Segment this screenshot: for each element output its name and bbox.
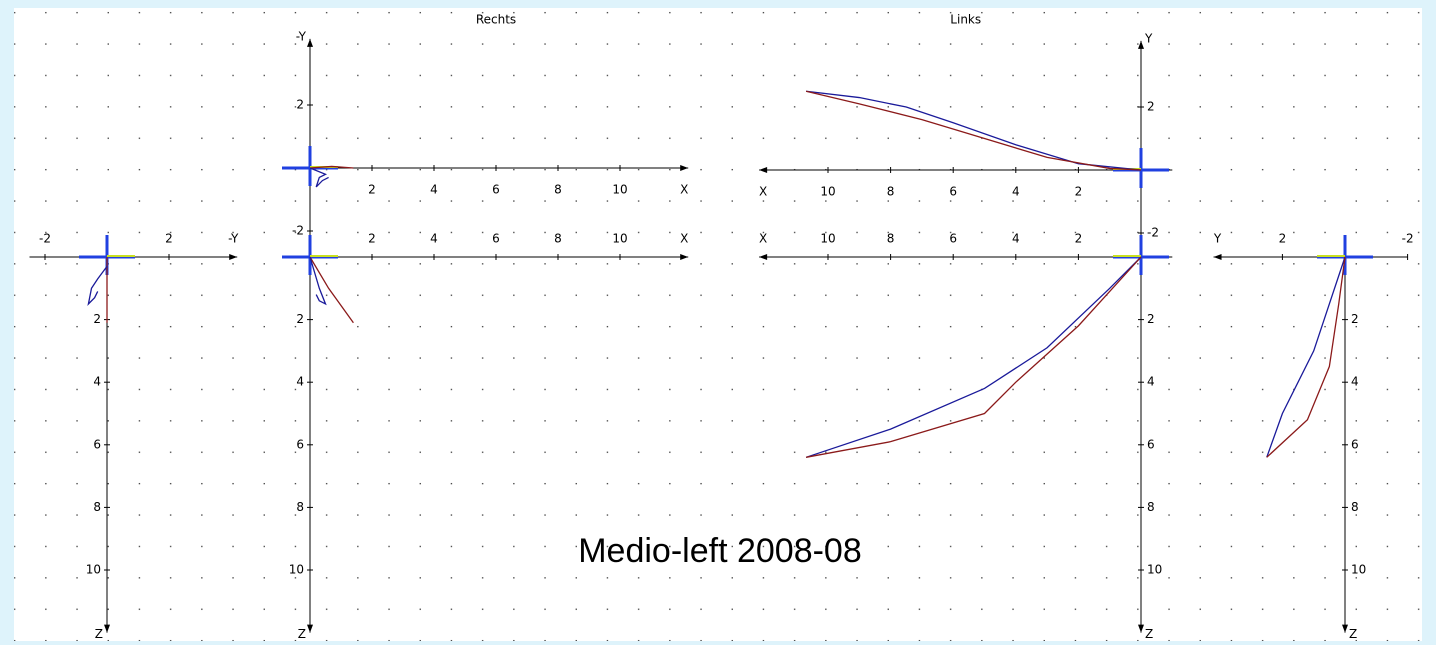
curve [309, 256, 354, 324]
x-axis-label: X [680, 183, 688, 197]
panel-title: Links [950, 13, 981, 27]
x-tick-label: -2 [39, 232, 51, 246]
x-tick-label: -2 [1402, 232, 1414, 246]
y-tick-label: 10 [1147, 563, 1162, 577]
x-tick-label: 6 [949, 185, 957, 199]
y-tick-label: -2 [1147, 226, 1159, 240]
y-tick-label: 4 [296, 375, 304, 389]
y-tick-label: 4 [93, 375, 101, 389]
x-tick-label: 8 [554, 183, 562, 197]
y-arrow [1342, 624, 1348, 633]
x-arrow [1213, 254, 1222, 260]
y-tick-label: 2 [296, 98, 304, 112]
curve [309, 256, 327, 306]
x-tick-label: 8 [554, 232, 562, 246]
curve [309, 165, 354, 169]
y-axis-label: -Y [296, 29, 307, 43]
x-arrow [759, 167, 768, 173]
x-tick-label: 2 [165, 232, 173, 246]
y-tick-label: 8 [1147, 500, 1155, 514]
y-axis-label: Y [1144, 31, 1153, 45]
x-arrow [680, 165, 689, 171]
y-tick-label: 4 [1351, 375, 1359, 389]
caption: Medio-left 2008-08 [578, 532, 862, 570]
y-tick-label: 6 [296, 437, 304, 451]
x-tick-label: 6 [949, 232, 957, 246]
y-arrow [307, 624, 313, 633]
curve [806, 90, 1142, 171]
y-tick-label: 6 [93, 437, 101, 451]
x-tick-label: 10 [612, 232, 627, 246]
x-arrow [680, 254, 689, 260]
x-tick-label: 4 [1012, 232, 1020, 246]
y-axis-label: Z [95, 627, 103, 641]
x-tick-label: 4 [1012, 185, 1020, 199]
y-tick-label: 8 [1351, 500, 1359, 514]
y-axis-label: Z [298, 627, 306, 641]
y-tick-label: 2 [296, 312, 304, 326]
y-tick-label: 8 [296, 500, 304, 514]
y-arrow [1138, 624, 1144, 633]
y-tick-label: -2 [292, 224, 304, 238]
y-tick-label: 10 [1351, 563, 1366, 577]
x-tick-label: 4 [430, 232, 438, 246]
curve [805, 90, 1142, 171]
x-axis-label: X [759, 185, 767, 199]
y-tick-label: 2 [1147, 312, 1155, 326]
y-arrow [307, 38, 313, 47]
curve [87, 266, 108, 306]
y-arrow [1138, 40, 1144, 49]
x-tick-label: 2 [1279, 232, 1287, 246]
x-axis-label: X [680, 232, 688, 246]
x-tick-label: 2 [1075, 232, 1083, 246]
y-tick-label: 6 [1147, 437, 1155, 451]
x-tick-label: 10 [820, 232, 835, 246]
panel-title: Rechts [476, 13, 516, 27]
y-axis-label: Z [1349, 627, 1357, 641]
y-tick-label: 4 [1147, 375, 1155, 389]
dot-grid [14, 8, 1422, 641]
y-tick-label: 2 [93, 312, 101, 326]
curve [1266, 256, 1346, 458]
y-tick-label: 8 [93, 500, 101, 514]
x-tick-label: 10 [612, 183, 627, 197]
y-tick-label: 10 [289, 563, 304, 577]
x-tick-label: 2 [368, 183, 376, 197]
x-tick-label: 2 [368, 232, 376, 246]
y-tick-label: 2 [1351, 312, 1359, 326]
x-arrow [229, 254, 238, 260]
curve [1266, 256, 1346, 458]
curve [805, 256, 1142, 458]
y-tick-label: 2 [1147, 100, 1155, 114]
curve [309, 167, 329, 188]
x-tick-label: 6 [492, 232, 500, 246]
x-tick-label: 6 [492, 183, 500, 197]
y-arrow [104, 624, 110, 633]
y-tick-label: 6 [1351, 437, 1359, 451]
x-axis-label: -Y [228, 232, 239, 246]
y-axis-label: Z [1145, 627, 1153, 641]
y-tick-label: 10 [86, 563, 101, 577]
curve [805, 256, 1142, 458]
x-arrow [759, 254, 768, 260]
x-tick-label: 2 [1075, 185, 1083, 199]
x-tick-label: 8 [887, 232, 895, 246]
x-tick-label: 4 [430, 183, 438, 197]
x-tick-label: 10 [820, 185, 835, 199]
x-tick-label: 8 [887, 185, 895, 199]
x-axis-label: X [759, 232, 767, 246]
x-axis-label: Y [1213, 232, 1222, 246]
